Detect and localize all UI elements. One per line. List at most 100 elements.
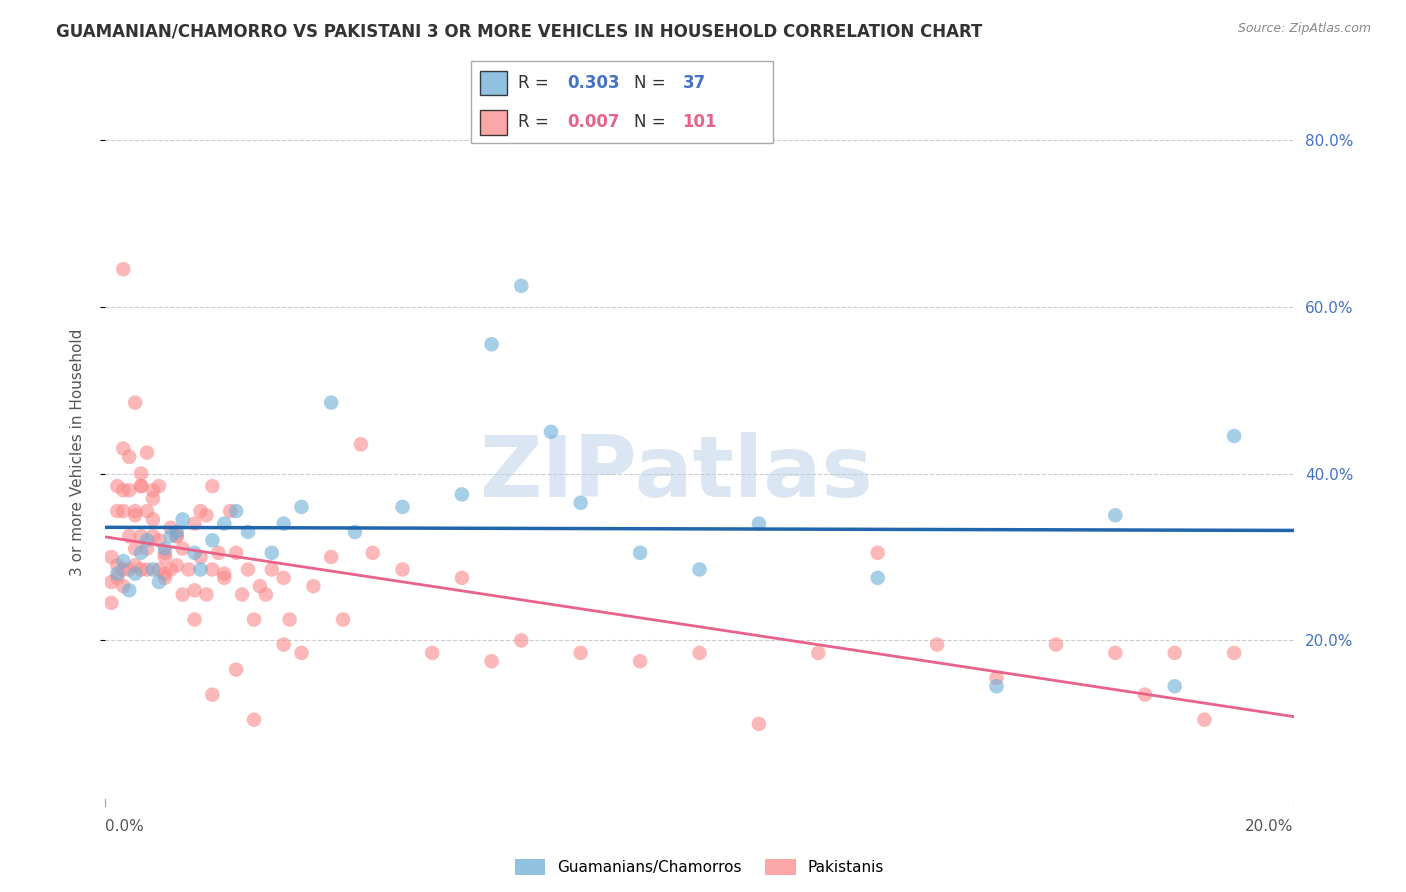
- Point: [159, 529, 181, 543]
- Point: [236, 562, 259, 576]
- Point: [510, 278, 533, 293]
- FancyBboxPatch shape: [471, 61, 773, 143]
- Point: [100, 549, 122, 564]
- Point: [105, 571, 128, 585]
- Point: [129, 479, 152, 493]
- Text: 0.303: 0.303: [568, 74, 620, 92]
- Point: [195, 588, 218, 602]
- Point: [172, 512, 194, 526]
- Point: [153, 546, 176, 560]
- Text: R =: R =: [517, 113, 548, 131]
- Point: [148, 562, 170, 576]
- Point: [183, 546, 205, 560]
- Point: [105, 558, 128, 573]
- Point: [225, 504, 247, 518]
- Point: [118, 450, 141, 464]
- Point: [260, 546, 283, 560]
- Point: [129, 467, 152, 481]
- Point: [153, 571, 176, 585]
- Legend: Guamanians/Chamorros, Pakistanis: Guamanians/Chamorros, Pakistanis: [509, 853, 890, 881]
- Point: [450, 571, 472, 585]
- Text: 0.0%: 0.0%: [105, 819, 145, 834]
- Point: [118, 562, 141, 576]
- Point: [1104, 508, 1126, 523]
- FancyBboxPatch shape: [479, 70, 508, 95]
- Point: [236, 524, 259, 539]
- Point: [273, 516, 295, 531]
- Point: [124, 558, 146, 573]
- Point: [166, 529, 188, 543]
- Point: [136, 504, 159, 518]
- Point: [153, 566, 176, 581]
- Text: 101: 101: [683, 113, 717, 131]
- Point: [332, 613, 354, 627]
- Point: [136, 533, 159, 548]
- Point: [866, 546, 889, 560]
- Point: [112, 504, 135, 518]
- Point: [628, 654, 651, 668]
- Point: [190, 549, 212, 564]
- Point: [142, 529, 165, 543]
- Point: [118, 529, 141, 543]
- Point: [689, 646, 711, 660]
- Point: [190, 504, 212, 518]
- Point: [112, 554, 135, 568]
- Point: [481, 337, 503, 351]
- Point: [136, 562, 159, 576]
- Text: R =: R =: [517, 74, 548, 92]
- Point: [112, 442, 135, 456]
- Point: [1164, 646, 1187, 660]
- Point: [201, 533, 224, 548]
- Point: [105, 566, 128, 581]
- Point: [540, 425, 562, 439]
- Point: [569, 496, 592, 510]
- Point: [231, 588, 253, 602]
- Point: [105, 479, 128, 493]
- Point: [243, 713, 266, 727]
- Point: [249, 579, 271, 593]
- Point: [1133, 688, 1156, 702]
- Point: [105, 504, 128, 518]
- Text: 0.007: 0.007: [568, 113, 620, 131]
- Point: [1223, 429, 1246, 443]
- Point: [1104, 646, 1126, 660]
- Point: [254, 588, 277, 602]
- Text: N =: N =: [634, 74, 666, 92]
- Point: [166, 529, 188, 543]
- Text: 37: 37: [683, 74, 706, 92]
- Point: [290, 646, 312, 660]
- Point: [321, 549, 343, 564]
- Point: [159, 521, 181, 535]
- Point: [177, 562, 200, 576]
- Point: [481, 654, 503, 668]
- Point: [420, 646, 443, 660]
- Point: [172, 588, 194, 602]
- Point: [118, 583, 141, 598]
- Point: [748, 716, 770, 731]
- Point: [148, 574, 170, 589]
- Text: N =: N =: [634, 113, 666, 131]
- Text: GUAMANIAN/CHAMORRO VS PAKISTANI 3 OR MORE VEHICLES IN HOUSEHOLD CORRELATION CHAR: GUAMANIAN/CHAMORRO VS PAKISTANI 3 OR MOR…: [56, 22, 983, 40]
- Point: [214, 566, 236, 581]
- Point: [201, 688, 224, 702]
- FancyBboxPatch shape: [479, 110, 508, 135]
- Point: [129, 562, 152, 576]
- Point: [124, 504, 146, 518]
- Text: 20.0%: 20.0%: [1246, 819, 1294, 834]
- Point: [391, 562, 413, 576]
- Point: [136, 541, 159, 556]
- Point: [1045, 638, 1067, 652]
- Text: Source: ZipAtlas.com: Source: ZipAtlas.com: [1237, 22, 1371, 36]
- Point: [361, 546, 384, 560]
- Point: [225, 546, 247, 560]
- Point: [1194, 713, 1216, 727]
- Point: [214, 516, 236, 531]
- Point: [260, 562, 283, 576]
- Point: [112, 483, 135, 498]
- Point: [124, 508, 146, 523]
- Point: [195, 508, 218, 523]
- Point: [112, 262, 135, 277]
- Point: [689, 562, 711, 576]
- Point: [142, 512, 165, 526]
- Point: [243, 613, 266, 627]
